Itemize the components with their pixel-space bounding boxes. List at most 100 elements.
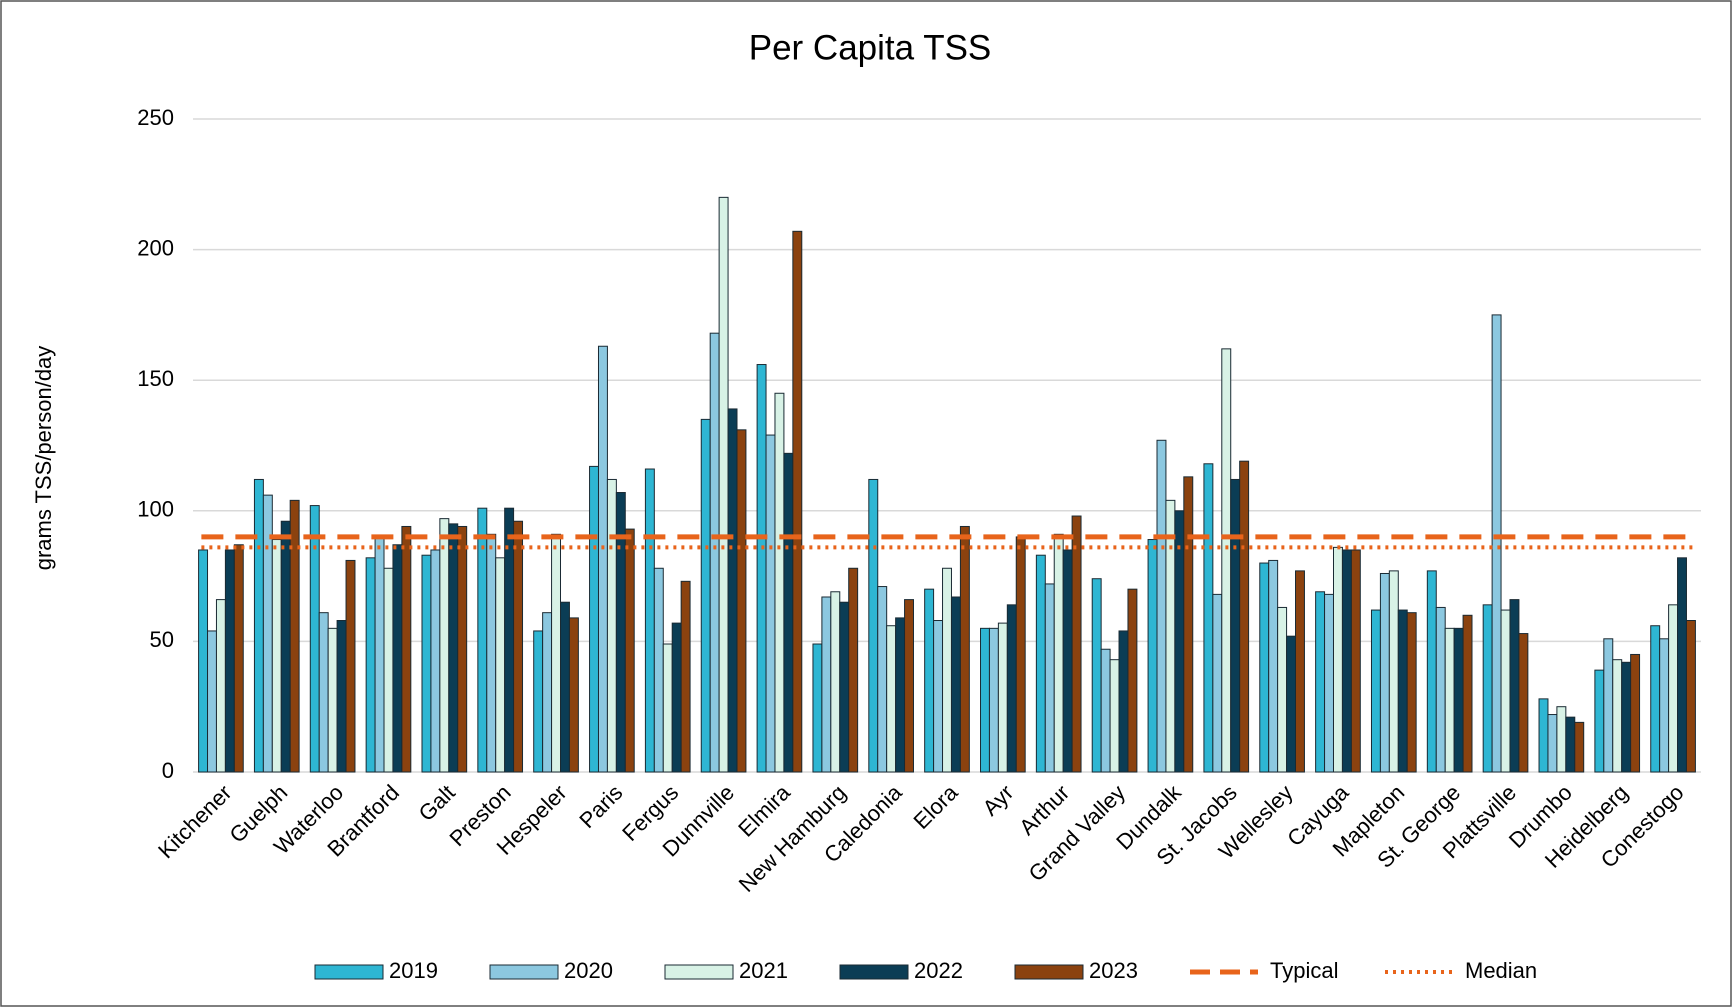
bar	[1165, 499, 1176, 773]
bar	[1630, 653, 1641, 773]
bar	[1518, 633, 1529, 773]
bar	[1491, 314, 1502, 773]
bar	[662, 643, 673, 773]
bar	[589, 465, 599, 773]
bar	[1426, 570, 1437, 773]
bar	[374, 536, 385, 773]
bar	[365, 557, 376, 773]
bar	[736, 429, 747, 773]
legend-label: Typical	[1270, 958, 1338, 983]
bar	[198, 549, 209, 773]
bar	[1239, 460, 1250, 773]
bar	[1621, 661, 1632, 773]
bar	[1397, 609, 1408, 773]
bar	[1462, 614, 1473, 773]
bar	[1100, 648, 1111, 773]
bar	[812, 643, 823, 773]
bar	[783, 452, 794, 773]
bar	[448, 523, 459, 773]
bar	[1109, 659, 1120, 773]
bar	[336, 620, 347, 773]
bar	[289, 499, 300, 773]
bar	[597, 345, 608, 773]
bar	[1183, 476, 1194, 773]
bar	[1370, 609, 1381, 773]
bar	[1315, 591, 1326, 773]
bar	[280, 520, 291, 773]
bar	[830, 591, 841, 773]
bar	[1332, 546, 1343, 773]
bar	[980, 627, 990, 773]
bar	[1295, 570, 1305, 773]
bar	[1406, 612, 1417, 773]
legend-swatch	[314, 964, 384, 980]
bar	[542, 612, 553, 773]
bar	[709, 332, 720, 773]
bar	[533, 630, 544, 773]
bar	[401, 525, 412, 773]
legend-label: 2019	[389, 958, 438, 983]
bar	[988, 627, 999, 773]
bar	[886, 625, 897, 773]
bar	[1118, 630, 1129, 773]
bar	[568, 617, 579, 773]
bar	[1453, 627, 1464, 773]
bar	[345, 559, 356, 773]
legend-swatch	[664, 964, 734, 980]
bar	[495, 557, 506, 773]
bar	[1574, 721, 1585, 773]
bar	[877, 586, 888, 773]
legend-swatch	[839, 964, 909, 980]
bar	[700, 418, 711, 773]
bar	[1091, 578, 1102, 773]
y-axis-label: grams TSS/person/day	[31, 346, 56, 571]
bar	[1324, 593, 1334, 773]
bar	[1174, 510, 1185, 773]
y-tick-label: 50	[150, 627, 174, 652]
bar	[933, 620, 944, 773]
y-tick-label: 0	[162, 758, 174, 783]
bar	[942, 567, 952, 773]
bar	[1053, 533, 1064, 773]
bar	[1286, 635, 1297, 773]
bar	[924, 588, 935, 773]
bar	[486, 533, 497, 773]
y-tick-label: 250	[137, 105, 174, 130]
bar	[606, 478, 617, 773]
bar	[774, 392, 785, 773]
bar	[1388, 570, 1399, 773]
bar	[1482, 604, 1493, 773]
legend-swatch	[1014, 964, 1084, 980]
bar	[327, 627, 338, 773]
bar	[1350, 549, 1361, 773]
bar	[457, 525, 468, 773]
bar	[1612, 659, 1623, 773]
bar	[653, 567, 664, 773]
bar	[383, 567, 394, 773]
bar	[1277, 606, 1288, 773]
bar	[1444, 627, 1455, 773]
bar	[1156, 439, 1167, 773]
bar	[624, 528, 635, 773]
bar	[392, 544, 403, 773]
bar	[215, 599, 226, 773]
bar	[1259, 562, 1270, 773]
bar	[727, 408, 738, 773]
bar	[1594, 669, 1605, 773]
bar	[1062, 549, 1073, 773]
bar	[1341, 549, 1352, 773]
bar	[224, 549, 235, 773]
legend-label: 2023	[1089, 958, 1138, 983]
bar	[551, 533, 562, 773]
legend-label: 2022	[914, 958, 963, 983]
bar	[1677, 557, 1687, 773]
bar	[1509, 599, 1520, 773]
bar	[997, 622, 1008, 773]
legend-swatch	[489, 964, 559, 980]
bar	[1203, 463, 1214, 773]
bar	[233, 544, 244, 773]
bar	[1650, 625, 1661, 773]
bar	[513, 520, 524, 773]
bar	[671, 622, 682, 773]
